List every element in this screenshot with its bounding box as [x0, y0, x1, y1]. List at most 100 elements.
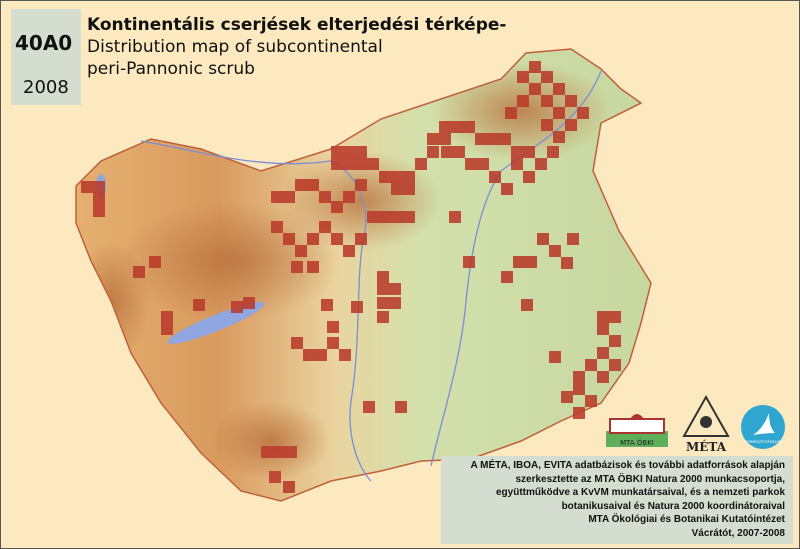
occurrence-cell [513, 256, 525, 268]
country-outline [75, 48, 652, 502]
occurrence-cell [193, 299, 205, 311]
habitat-code: 40A0 [15, 31, 73, 55]
occurrence-cell [609, 311, 621, 323]
occurrence-cell [389, 283, 401, 295]
occurrence-cell [377, 311, 389, 323]
occurrence-cell [307, 261, 319, 273]
occurrence-cell [283, 233, 295, 245]
occurrence-cell [501, 271, 513, 283]
title-english-line1: Distribution map of subcontinental [87, 37, 383, 57]
credit-line: Vácrátót, 2007-2008 [691, 527, 785, 539]
occurrence-cell [487, 133, 499, 145]
credit-line: együttműködve a KvVM munkatársaival, és … [496, 487, 785, 498]
habitat-code-box: 40A0 2008 [11, 9, 81, 105]
title-hungarian: Kontinentális cserjések elterjedési térk… [87, 15, 507, 35]
occurrence-cell [511, 158, 523, 170]
occurrence-cell [529, 83, 541, 95]
occurrence-cell [303, 349, 315, 361]
occurrence-cell [363, 401, 375, 413]
svg-text:TERMÉSZETVÉDELEM: TERMÉSZETVÉDELEM [743, 439, 782, 444]
occurrence-cell [93, 205, 105, 217]
occurrence-cell [561, 257, 573, 269]
occurrence-cell [609, 359, 621, 371]
occurrence-cell [585, 395, 597, 407]
occurrence-cell [549, 351, 561, 363]
occurrence-cell [391, 211, 403, 223]
occurrence-cell [521, 299, 533, 311]
occurrence-cell [547, 146, 559, 158]
occurrence-cell [283, 481, 295, 493]
occurrence-cell [271, 221, 283, 233]
occurrence-cell [379, 211, 391, 223]
occurrence-cell [81, 181, 93, 193]
occurrence-cell [273, 446, 285, 458]
occurrence-cell [367, 158, 379, 170]
occurrence-cell [549, 245, 561, 257]
occurrence-cell [377, 297, 389, 309]
occurrence-cell [573, 371, 585, 383]
occurrence-cell [553, 83, 565, 95]
occurrence-cell [149, 256, 161, 268]
map-year: 2008 [23, 77, 69, 98]
occurrence-cell [573, 407, 585, 419]
mta-obki-logo: MTA ÖBKI [606, 414, 668, 447]
occurrence-cell [465, 158, 477, 170]
occurrence-cell [415, 158, 427, 170]
occurrence-cell [517, 95, 529, 107]
credit-line: botanikusaival és Natura 2000 koordináto… [561, 500, 785, 512]
occurrence-cell [261, 446, 273, 458]
occurrence-cell [315, 349, 327, 361]
occurrence-cell [403, 171, 415, 183]
occurrence-cell [501, 183, 513, 195]
occurrence-cell [439, 121, 451, 133]
occurrence-cell [391, 171, 403, 183]
occurrence-cell [517, 71, 529, 83]
occurrence-cell [355, 179, 367, 191]
occurrence-cells [81, 61, 621, 493]
occurrence-cell [403, 183, 415, 195]
occurrence-cell [505, 107, 517, 119]
credit-line: szerkesztette az MTA ÖBKI Natura 2000 mu… [515, 473, 785, 485]
occurrence-cell [597, 323, 609, 335]
occurrence-cell [331, 146, 343, 158]
occurrence-cell [343, 158, 355, 170]
occurrence-cell [453, 146, 465, 158]
occurrence-cell [93, 181, 105, 193]
occurrence-cell [597, 347, 609, 359]
occurrence-cell [327, 321, 339, 333]
occurrence-cell [351, 301, 363, 313]
occurrence-cell [489, 171, 501, 183]
occurrence-cell [355, 233, 367, 245]
occurrence-cell [133, 266, 145, 278]
title-english-line2: peri-Pannonic scrub [87, 59, 255, 79]
occurrence-cell [541, 95, 553, 107]
occurrence-cell [343, 146, 355, 158]
occurrence-cell [463, 121, 475, 133]
credit-line: MTA Ökológiai és Botanikai Kutatóintézet [588, 514, 785, 525]
occurrence-cell [499, 133, 511, 145]
occurrence-cell [609, 335, 621, 347]
credit-line: A MÉTA, IBOA, EVITA adatbázisok és továb… [470, 460, 785, 471]
occurrence-cell [377, 283, 389, 295]
occurrence-cell [391, 183, 403, 195]
occurrence-cell [573, 383, 585, 395]
occurrence-cell [271, 191, 283, 203]
occurrence-cell [511, 146, 523, 158]
occurrence-cell [537, 233, 549, 245]
occurrence-cell [439, 133, 451, 145]
occurrence-cell [269, 471, 281, 483]
occurrence-cell [475, 133, 487, 145]
occurrence-cell [553, 131, 565, 143]
occurrence-cell [343, 245, 355, 257]
occurrence-cell [319, 221, 331, 233]
occurrence-cell [355, 146, 367, 158]
occurrence-cell [427, 133, 439, 145]
occurrence-cell [291, 261, 303, 273]
occurrence-cell [295, 179, 307, 191]
occurrence-cell [367, 211, 379, 223]
occurrence-cell [389, 297, 401, 309]
occurrence-cell [319, 191, 331, 203]
svg-text:MÉTA: MÉTA [686, 439, 727, 454]
